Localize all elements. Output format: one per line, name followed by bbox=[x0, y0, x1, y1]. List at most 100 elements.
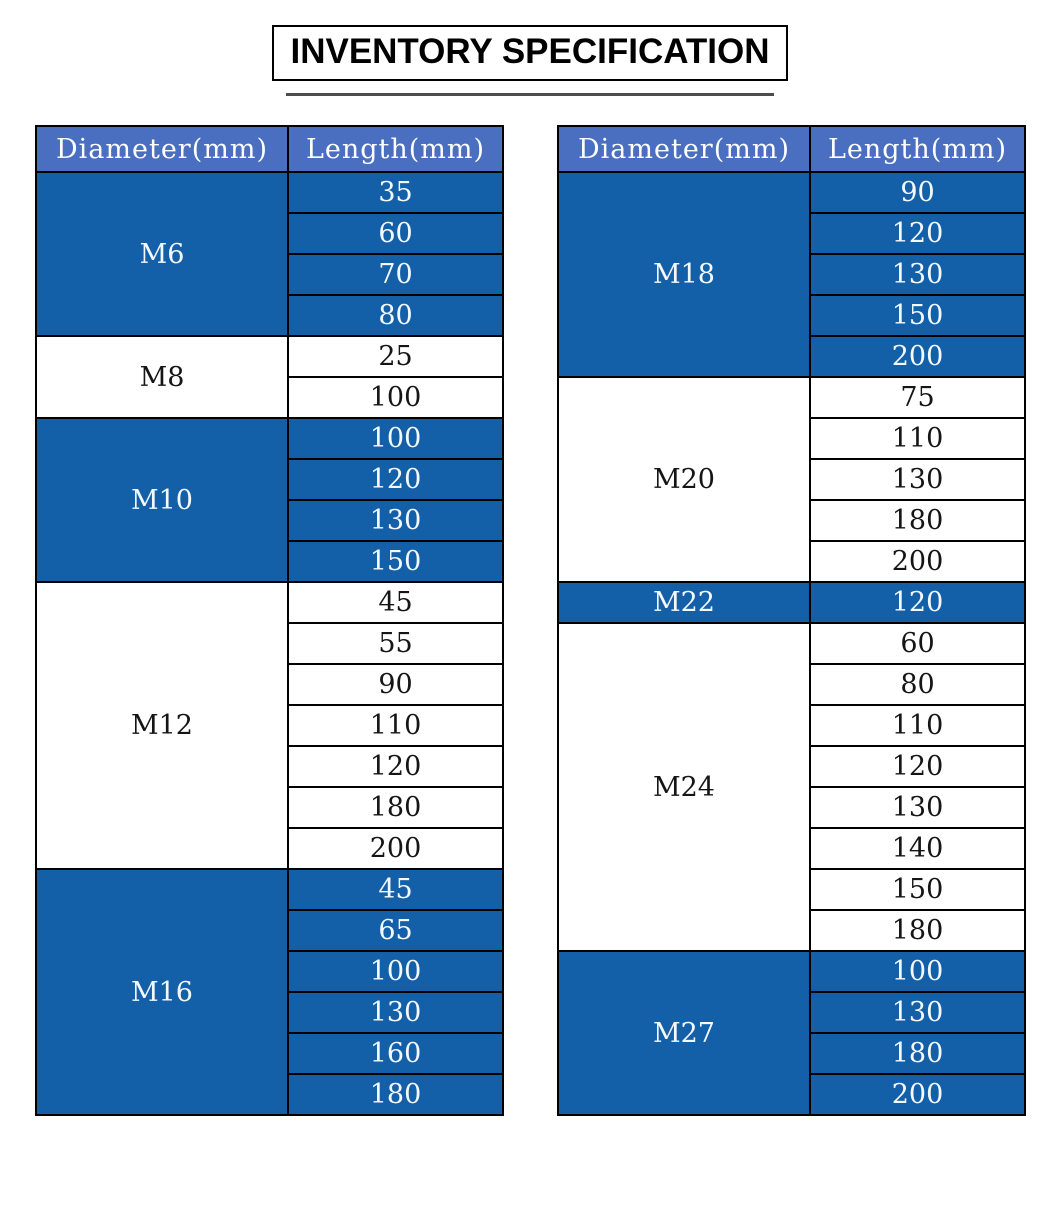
table-row: 140 bbox=[558, 827, 1026, 870]
length-cell: 100 bbox=[809, 950, 1026, 993]
table-row: 130 bbox=[36, 991, 504, 1034]
length-cell: 80 bbox=[287, 294, 504, 337]
table-row: 65 bbox=[36, 909, 504, 952]
table-row: 150 bbox=[558, 868, 1026, 911]
table-row: 120 bbox=[36, 745, 504, 788]
length-cell: 55 bbox=[287, 622, 504, 665]
table-row: 130 bbox=[558, 458, 1026, 501]
length-cell: 130 bbox=[809, 458, 1026, 501]
column-header-diameter: Diameter(mm) bbox=[557, 125, 811, 173]
diameter-cell: M16 bbox=[35, 868, 289, 1116]
length-cell: 150 bbox=[809, 868, 1026, 911]
table-row: 200 bbox=[558, 540, 1026, 583]
length-cell: 140 bbox=[809, 827, 1026, 870]
table-row: M10 100 bbox=[35, 417, 504, 583]
table-row: 120 bbox=[36, 458, 504, 501]
inventory-table-left: Diameter(mm) Length(mm) M6 35 60 70 80 M8 25 100 M… bbox=[35, 125, 504, 1116]
length-cell: 80 bbox=[809, 663, 1026, 706]
length-cell: 60 bbox=[809, 622, 1026, 665]
length-cell: 180 bbox=[287, 786, 504, 829]
diameter-cell: M24 bbox=[557, 622, 811, 952]
length-cell: 180 bbox=[287, 1073, 504, 1116]
length-cell: 65 bbox=[287, 909, 504, 952]
table-row: 120 bbox=[558, 212, 1026, 255]
table-row: 130 bbox=[558, 786, 1026, 829]
length-cell: 130 bbox=[287, 499, 504, 542]
length-cell: 180 bbox=[809, 909, 1026, 952]
column-header-length: Length(mm) bbox=[287, 125, 504, 173]
length-cell: 130 bbox=[809, 991, 1026, 1034]
page-title: INVENTORY SPECIFICATION bbox=[272, 25, 788, 81]
length-cell: 200 bbox=[809, 335, 1026, 378]
length-cell: 120 bbox=[809, 212, 1026, 255]
table-row: 100 bbox=[36, 950, 504, 993]
table-row: 60 bbox=[36, 212, 504, 255]
header-row: Diameter(mm) Length(mm) bbox=[35, 125, 504, 173]
table-row: 200 bbox=[36, 827, 504, 870]
length-cell: 70 bbox=[287, 253, 504, 296]
table-row: 80 bbox=[36, 294, 504, 337]
length-cell: 120 bbox=[287, 745, 504, 788]
length-cell: 110 bbox=[287, 704, 504, 747]
length-cell: 100 bbox=[287, 950, 504, 993]
table-row: 110 bbox=[558, 704, 1026, 747]
length-cell: 120 bbox=[287, 458, 504, 501]
table-row: 110 bbox=[36, 704, 504, 747]
length-cell: 60 bbox=[287, 212, 504, 255]
table-row: M27 100 bbox=[557, 950, 1026, 1116]
table-row: 180 bbox=[36, 786, 504, 829]
length-cell: 45 bbox=[287, 868, 504, 911]
length-cell: 180 bbox=[809, 1032, 1026, 1075]
table-row: 70 bbox=[36, 253, 504, 296]
length-cell: 110 bbox=[809, 704, 1026, 747]
table-row: 180 bbox=[558, 499, 1026, 542]
table-row: 150 bbox=[36, 540, 504, 583]
length-cell: 150 bbox=[287, 540, 504, 583]
length-cell: 130 bbox=[809, 786, 1026, 829]
length-cell: 150 bbox=[809, 294, 1026, 337]
length-cell: 75 bbox=[809, 376, 1026, 419]
table-row: M18 90 bbox=[557, 171, 1026, 378]
table-row: 55 bbox=[36, 622, 504, 665]
length-cell: 200 bbox=[809, 1073, 1026, 1116]
table-row: M12 45 bbox=[35, 581, 504, 870]
column-header-diameter: Diameter(mm) bbox=[35, 125, 289, 173]
title-underline bbox=[286, 93, 774, 96]
length-cell: 130 bbox=[287, 991, 504, 1034]
table-row: M6 35 bbox=[35, 171, 504, 337]
diameter-cell: M20 bbox=[557, 376, 811, 583]
length-cell: 90 bbox=[287, 663, 504, 706]
table-row: 100 bbox=[36, 376, 504, 419]
diameter-cell: M6 bbox=[35, 171, 289, 337]
diameter-cell: M27 bbox=[557, 950, 811, 1116]
diameter-cell: M22 bbox=[557, 581, 811, 624]
tables-container: Diameter(mm) Length(mm) M6 35 60 70 80 M8 25 100 M… bbox=[0, 96, 1060, 1116]
table-row: M20 75 bbox=[557, 376, 1026, 583]
table-row: 90 bbox=[36, 663, 504, 706]
header-row: Diameter(mm) Length(mm) bbox=[557, 125, 1026, 173]
table-row: 130 bbox=[558, 991, 1026, 1034]
table-row: 130 bbox=[36, 499, 504, 542]
table-row: 120 bbox=[558, 745, 1026, 788]
length-cell: 25 bbox=[287, 335, 504, 378]
length-cell: 110 bbox=[809, 417, 1026, 460]
column-header-length: Length(mm) bbox=[809, 125, 1026, 173]
table-row: 160 bbox=[36, 1032, 504, 1075]
table-row: 80 bbox=[558, 663, 1026, 706]
length-cell: 90 bbox=[809, 171, 1026, 214]
table-row: 150 bbox=[558, 294, 1026, 337]
table-row: 180 bbox=[36, 1073, 504, 1116]
table-row: M16 45 bbox=[35, 868, 504, 1116]
title-section: INVENTORY SPECIFICATION bbox=[0, 0, 1060, 96]
table-row: M8 25 bbox=[35, 335, 504, 419]
length-cell: 100 bbox=[287, 417, 504, 460]
length-cell: 180 bbox=[809, 499, 1026, 542]
table-row: 180 bbox=[558, 909, 1026, 952]
length-cell: 35 bbox=[287, 171, 504, 214]
diameter-cell: M10 bbox=[35, 417, 289, 583]
diameter-cell: M18 bbox=[557, 171, 811, 378]
table-row: 110 bbox=[558, 417, 1026, 460]
length-cell: 120 bbox=[809, 745, 1026, 788]
table-row: 130 bbox=[558, 253, 1026, 296]
